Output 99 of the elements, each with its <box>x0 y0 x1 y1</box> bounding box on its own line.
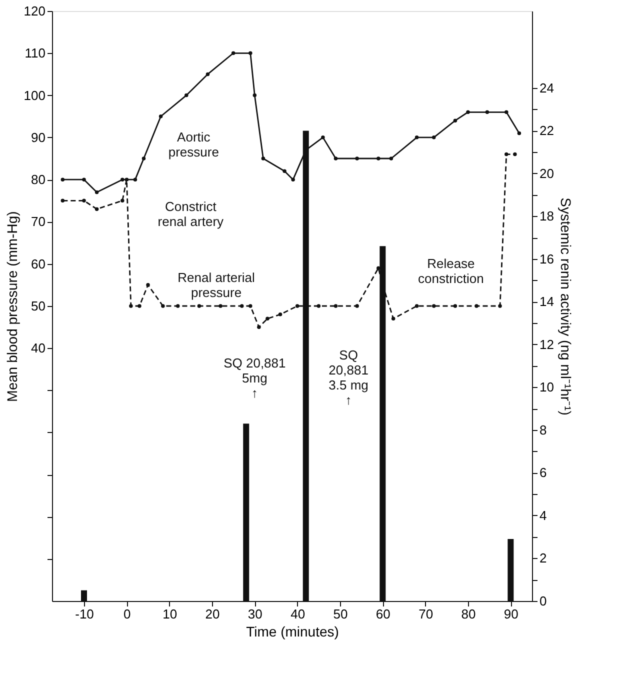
point <box>60 178 65 182</box>
y-tick-label: 110 <box>24 46 46 61</box>
point <box>146 283 150 287</box>
point <box>355 156 359 160</box>
point <box>133 178 138 182</box>
x-tick-label: 60 <box>376 606 390 622</box>
y2-axis-title: Systemic renin activity (ng ml⁻¹hr⁻¹) <box>558 198 574 416</box>
y2-tick-label: 18 <box>540 208 554 224</box>
point <box>124 178 129 182</box>
point <box>82 198 86 203</box>
y2-tick-label: 6 <box>540 465 547 480</box>
point <box>206 72 210 76</box>
point <box>474 304 478 308</box>
point <box>391 316 396 321</box>
y2-tick-label: 0 <box>540 594 547 608</box>
y-tick-label: 50 <box>31 298 46 314</box>
point <box>248 304 252 308</box>
y2-tick-label: 14 <box>540 294 554 310</box>
point <box>321 136 325 140</box>
y2-tick-label: 10 <box>540 380 554 395</box>
point <box>161 304 165 308</box>
y2-tick-label: 2 <box>540 550 547 566</box>
point <box>513 152 517 156</box>
point <box>94 190 99 194</box>
y2-tick-label: 16 <box>540 251 554 266</box>
point <box>158 114 163 118</box>
x-tick-label: 70 <box>418 606 434 622</box>
point <box>176 304 180 308</box>
x-tick-label: -10 <box>75 606 94 622</box>
x-tick-label: 10 <box>162 606 178 622</box>
x-tick-label: 0 <box>124 606 131 622</box>
point <box>291 178 295 182</box>
x-tick-label: 20 <box>205 606 220 622</box>
annotation: Constrict renal artery <box>158 198 224 229</box>
y-tick-label: 60 <box>31 256 46 272</box>
annotation: Aortic pressure <box>168 129 219 160</box>
point <box>466 110 470 114</box>
point <box>334 304 338 308</box>
x-tick-label: 30 <box>248 606 262 622</box>
point <box>252 93 257 98</box>
point <box>414 304 419 308</box>
x-tick-label: 50 <box>333 606 348 622</box>
point <box>498 304 502 308</box>
point <box>334 156 338 160</box>
point <box>248 51 252 56</box>
point <box>376 266 380 270</box>
point <box>453 304 458 308</box>
point <box>266 316 270 321</box>
point <box>432 304 436 308</box>
point <box>257 325 261 329</box>
point <box>120 178 124 182</box>
point <box>453 118 458 122</box>
point <box>94 207 99 211</box>
y2-tick-label: 20 <box>540 166 554 181</box>
x-tick-label: 80 <box>461 606 476 622</box>
annotation: SQ 20,881 3.5 mg ↑ <box>328 347 368 408</box>
point <box>389 156 394 160</box>
annotation: Release constriction <box>418 256 484 286</box>
annotation: Renal arterial pressure <box>178 270 256 300</box>
point <box>138 304 142 308</box>
y2-tick-label: 22 <box>540 123 554 138</box>
annotation: SQ 20,881 5mg ↑ <box>224 355 286 400</box>
y2-tick-label: 8 <box>540 422 547 438</box>
point <box>184 93 188 98</box>
point <box>414 136 419 140</box>
point <box>278 312 282 316</box>
point <box>120 198 124 203</box>
point <box>376 156 380 160</box>
point <box>485 110 490 114</box>
y-tick-label: 100 <box>24 88 46 103</box>
y-tick-label: 120 <box>24 4 46 18</box>
point <box>282 169 286 174</box>
x-tick-label: 40 <box>290 606 306 622</box>
point <box>240 304 244 308</box>
point <box>355 304 359 308</box>
point <box>261 156 266 160</box>
point <box>60 198 65 203</box>
y-tick-label: 70 <box>31 214 46 230</box>
y-tick-label: 90 <box>31 130 46 145</box>
y-axis-title: Mean blood pressure (mm-Hg) <box>4 211 20 402</box>
point <box>295 304 300 308</box>
point <box>142 156 146 160</box>
point <box>231 51 236 56</box>
point <box>197 304 202 308</box>
point <box>129 304 133 308</box>
y2-tick-label: 4 <box>540 508 547 523</box>
x-tick-label: 90 <box>504 606 518 622</box>
point <box>504 152 508 156</box>
y2-tick-label: 12 <box>540 336 554 352</box>
y-tick-label: 40 <box>31 340 46 356</box>
point <box>517 131 522 136</box>
point <box>82 178 86 182</box>
y2-tick-label: 24 <box>540 80 554 96</box>
point <box>432 136 436 140</box>
point <box>218 304 222 308</box>
y-tick-label: 80 <box>31 172 46 188</box>
x-axis-title: Time (minutes) <box>246 624 339 640</box>
point <box>504 110 508 114</box>
point <box>316 304 321 308</box>
